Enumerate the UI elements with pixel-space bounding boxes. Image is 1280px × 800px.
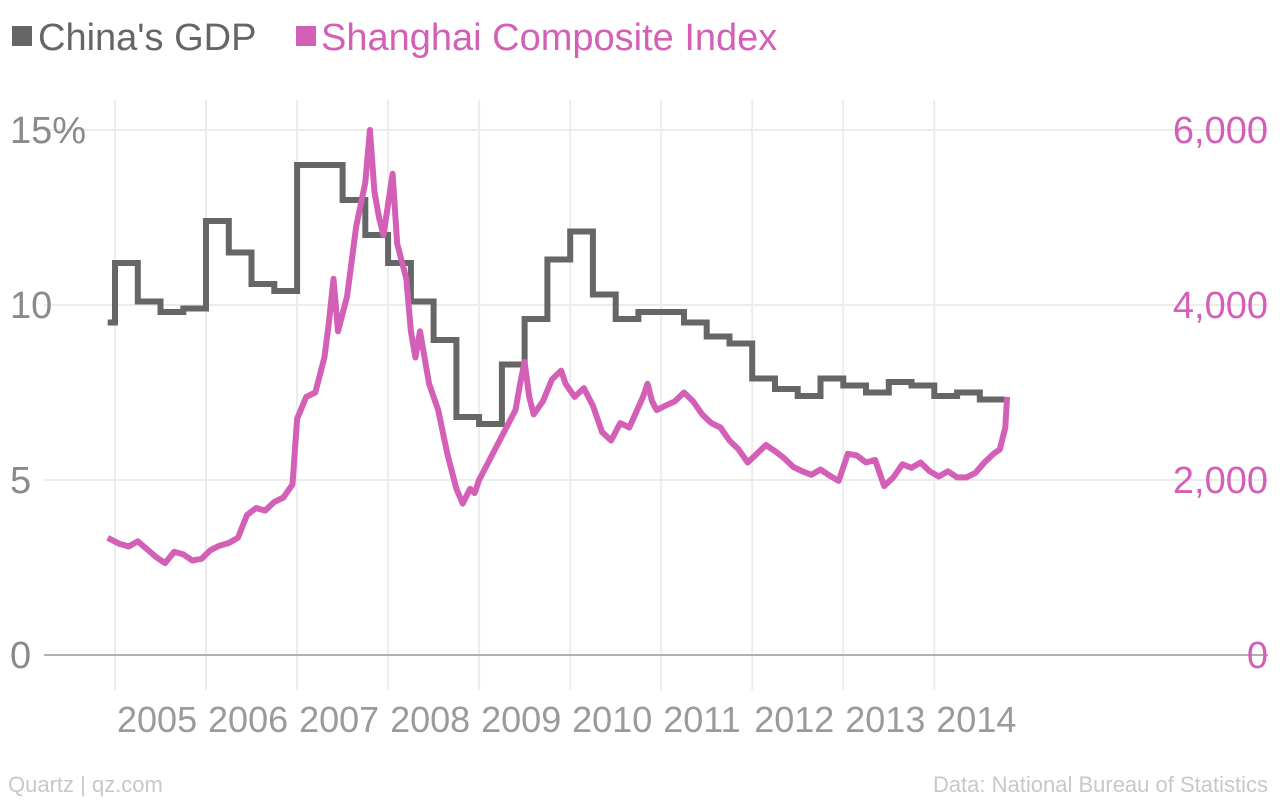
x-tick-label: 2013 — [845, 699, 925, 740]
y-right-tick-label: 2,000 — [1173, 460, 1268, 502]
y-left-tick-label: 5 — [10, 460, 31, 502]
legend-swatch-index — [296, 26, 316, 46]
legend-label-gdp: China's GDP — [38, 17, 256, 59]
y-left-tick-label: 15% — [10, 110, 86, 152]
legend-label-index: Shanghai Composite Index — [321, 17, 777, 59]
x-tick-label: 2008 — [390, 699, 470, 740]
grid-layer — [44, 100, 1268, 690]
x-tick-label: 2014 — [936, 699, 1016, 740]
series-layer — [106, 127, 1011, 567]
y-right-tick-label: 0 — [1247, 635, 1268, 677]
series-line-gdp — [107, 162, 1005, 427]
x-tick-label: 2012 — [754, 699, 834, 740]
x-tick-label: 2011 — [663, 699, 740, 740]
x-tick-label: 2010 — [572, 699, 652, 740]
y-left-tick-label: 10 — [10, 285, 52, 327]
y-right-tick-label: 4,000 — [1173, 285, 1268, 327]
x-tick-label: 2009 — [481, 699, 561, 740]
y-left-tick-label: 0 — [10, 635, 31, 677]
legend-swatch-gdp — [12, 26, 32, 46]
legend: China's GDP Shanghai Composite Index — [12, 17, 777, 59]
x-tick-label: 2006 — [208, 699, 288, 740]
x-tick-label: 2007 — [299, 699, 379, 740]
y-right-tick-label: 6,000 — [1173, 110, 1268, 152]
series-line-index — [106, 127, 1011, 567]
x-tick-label: 2005 — [117, 699, 197, 740]
footer-source-right: Data: National Bureau of Statistics — [933, 772, 1268, 797]
footer-source-left: Quartz | qz.com — [8, 772, 163, 797]
ticks-layer: 0 5 10 15% 0 2,000 4,000 6,000 2005 2006 2007 2008 2… — [10, 110, 1268, 740]
